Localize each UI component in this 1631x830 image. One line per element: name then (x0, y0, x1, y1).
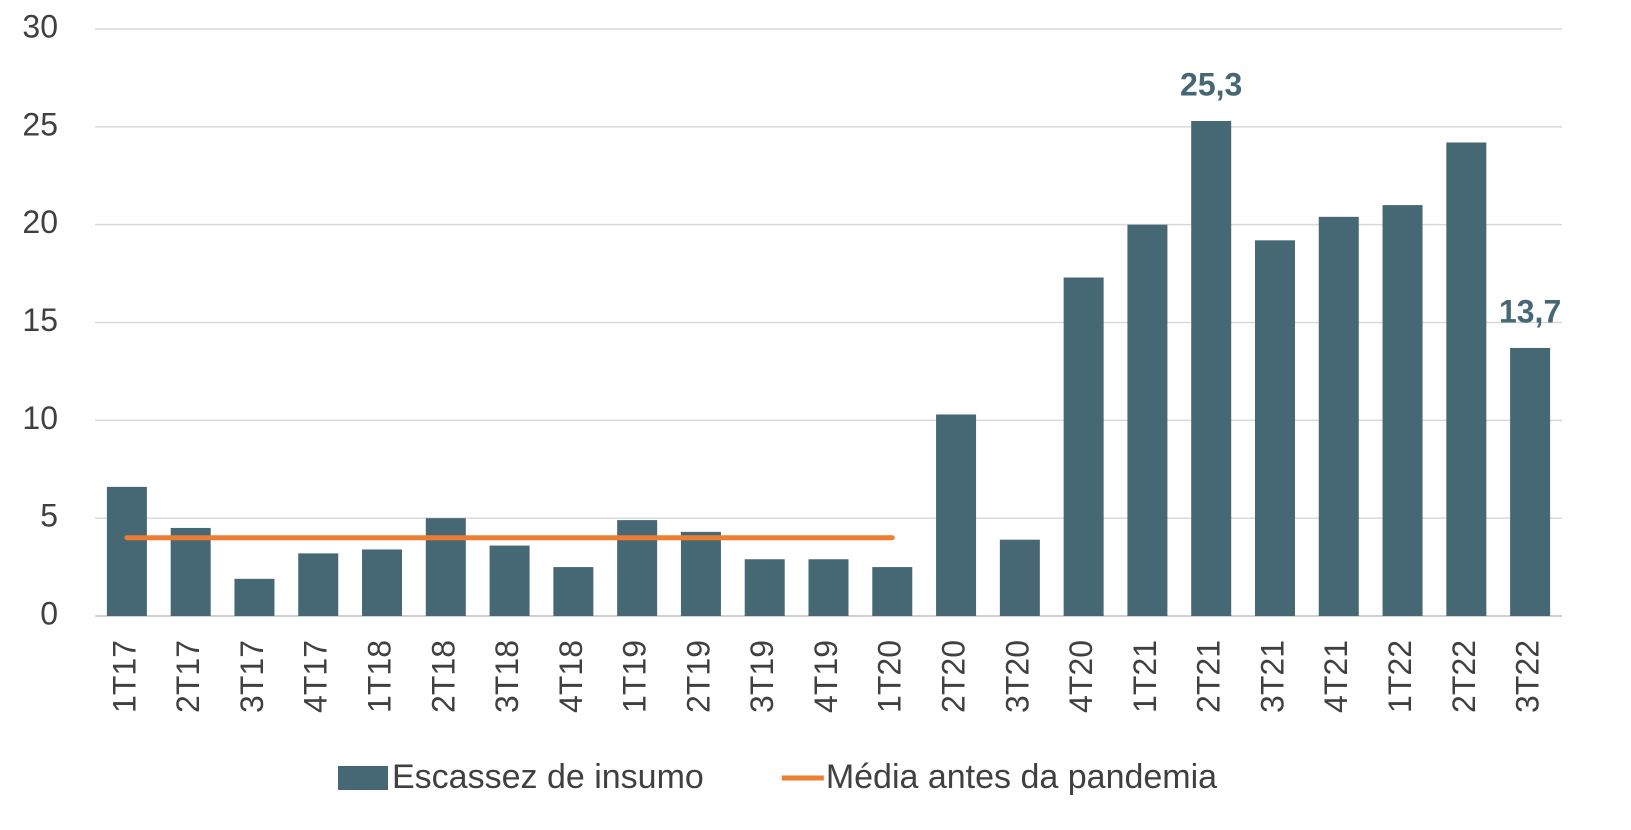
x-tick-label: 3T22 (1510, 640, 1546, 713)
data-label: 13,7 (1499, 293, 1561, 329)
bar (298, 553, 339, 616)
x-tick-label: 1T19 (617, 640, 653, 713)
y-tick-label: 15 (22, 302, 58, 338)
bar (872, 567, 913, 616)
bar (170, 527, 211, 616)
y-tick-label: 0 (40, 595, 58, 631)
bar (1063, 277, 1104, 616)
y-tick-label: 20 (22, 204, 58, 240)
bar (489, 545, 530, 616)
bar (425, 518, 466, 616)
bar (362, 549, 403, 616)
legend-label: Média antes da pandemia (826, 758, 1217, 796)
x-tick-label: 2T21 (1191, 640, 1227, 713)
bar (1191, 120, 1232, 617)
bar (936, 414, 977, 616)
x-tick-label: 3T18 (489, 640, 525, 713)
x-tick-label: 2T17 (170, 640, 206, 713)
bar (106, 486, 147, 616)
y-tick-label: 25 (22, 106, 58, 142)
bar (808, 559, 849, 616)
bar (1254, 240, 1295, 616)
x-tick-label: 1T17 (106, 640, 142, 713)
x-tick-label: 1T21 (1127, 640, 1163, 713)
bar (1510, 347, 1551, 616)
x-tick-label: 4T18 (553, 640, 589, 713)
x-tick-label: 2T19 (680, 640, 716, 713)
x-tick-label: 3T20 (999, 640, 1035, 713)
bar (999, 539, 1040, 616)
x-tick-label: 4T17 (298, 640, 334, 713)
y-tick-label: 30 (22, 8, 58, 44)
bar (1318, 216, 1359, 616)
bar (553, 567, 594, 616)
x-tick-label: 1T20 (872, 640, 908, 713)
y-tick-label: 5 (40, 498, 58, 534)
bar (1446, 142, 1487, 616)
x-tick-label: 4T21 (1318, 640, 1354, 713)
x-tick-label: 2T18 (425, 640, 461, 713)
x-tick-label: 2T22 (1446, 640, 1482, 713)
x-tick-label: 3T19 (744, 640, 780, 713)
bar (744, 559, 785, 616)
y-tick-label: 10 (22, 400, 58, 436)
legend-swatch (338, 766, 388, 790)
bar (1127, 224, 1168, 616)
x-tick-label: 3T21 (1254, 640, 1290, 713)
x-tick-label: 3T17 (234, 640, 270, 713)
bar (617, 520, 658, 616)
x-tick-label: 2T20 (936, 640, 972, 713)
x-tick-label: 1T22 (1382, 640, 1418, 713)
bar (234, 578, 275, 616)
x-tick-label: 4T19 (808, 640, 844, 713)
x-tick-label: 4T20 (1063, 640, 1099, 713)
x-tick-label: 1T18 (361, 640, 397, 713)
data-label: 25,3 (1180, 66, 1242, 102)
bar (680, 531, 721, 616)
legend-label: Escassez de insumo (392, 758, 704, 796)
bar (1382, 205, 1423, 616)
